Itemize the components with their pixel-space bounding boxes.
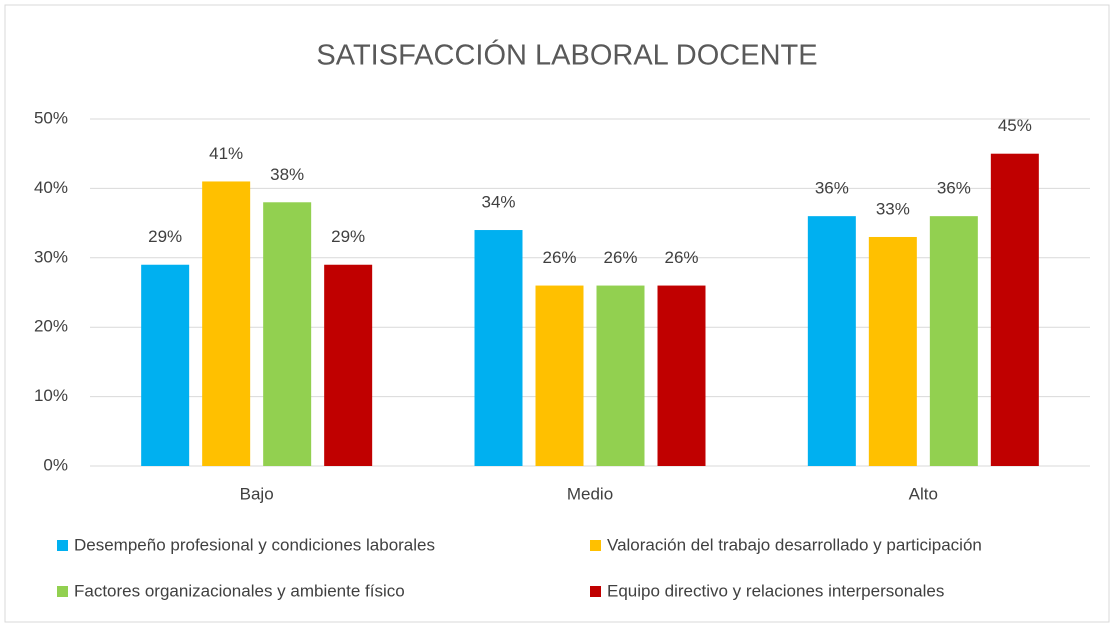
bar <box>596 285 645 466</box>
legend-swatch <box>57 586 68 597</box>
data-label: 29% <box>148 227 182 246</box>
chart-title: SATISFACCIÓN LABORAL DOCENTE <box>316 39 817 72</box>
bar <box>807 216 856 466</box>
bar <box>263 202 312 466</box>
y-tick-label: 30% <box>34 247 68 266</box>
bar <box>535 285 584 466</box>
bar <box>202 181 251 466</box>
legend-swatch <box>57 540 68 551</box>
data-label: 26% <box>603 248 637 267</box>
legend-swatch <box>590 540 601 551</box>
data-label: 26% <box>664 248 698 267</box>
legend-label: Factores organizacionales y ambiente fís… <box>74 581 405 600</box>
y-tick-label: 40% <box>34 178 68 197</box>
bar <box>324 264 373 466</box>
data-label: 34% <box>481 193 515 212</box>
bar <box>929 216 978 466</box>
data-label: 45% <box>998 116 1032 135</box>
legend-label: Desempeño profesional y condiciones labo… <box>74 535 435 554</box>
legend-swatch <box>590 586 601 597</box>
bar <box>868 236 917 466</box>
x-tick-label: Alto <box>909 484 938 503</box>
data-label: 41% <box>209 144 243 163</box>
data-label: 26% <box>542 248 576 267</box>
data-label: 38% <box>270 165 304 184</box>
y-tick-label: 50% <box>34 108 68 127</box>
x-tick-label: Bajo <box>240 484 274 503</box>
bar <box>990 153 1039 466</box>
x-tick-label: Medio <box>567 484 613 503</box>
bar <box>141 264 190 466</box>
y-tick-label: 0% <box>43 455 68 474</box>
legend-label: Equipo directivo y relaciones interperso… <box>607 581 944 600</box>
y-tick-label: 10% <box>34 386 68 405</box>
data-label: 33% <box>876 199 910 218</box>
data-label: 29% <box>331 227 365 246</box>
legend-label: Valoración del trabajo desarrollado y pa… <box>607 535 982 554</box>
bar <box>474 230 523 466</box>
bar <box>657 285 706 466</box>
data-label: 36% <box>815 179 849 198</box>
y-tick-label: 20% <box>34 317 68 336</box>
data-label: 36% <box>937 179 971 198</box>
